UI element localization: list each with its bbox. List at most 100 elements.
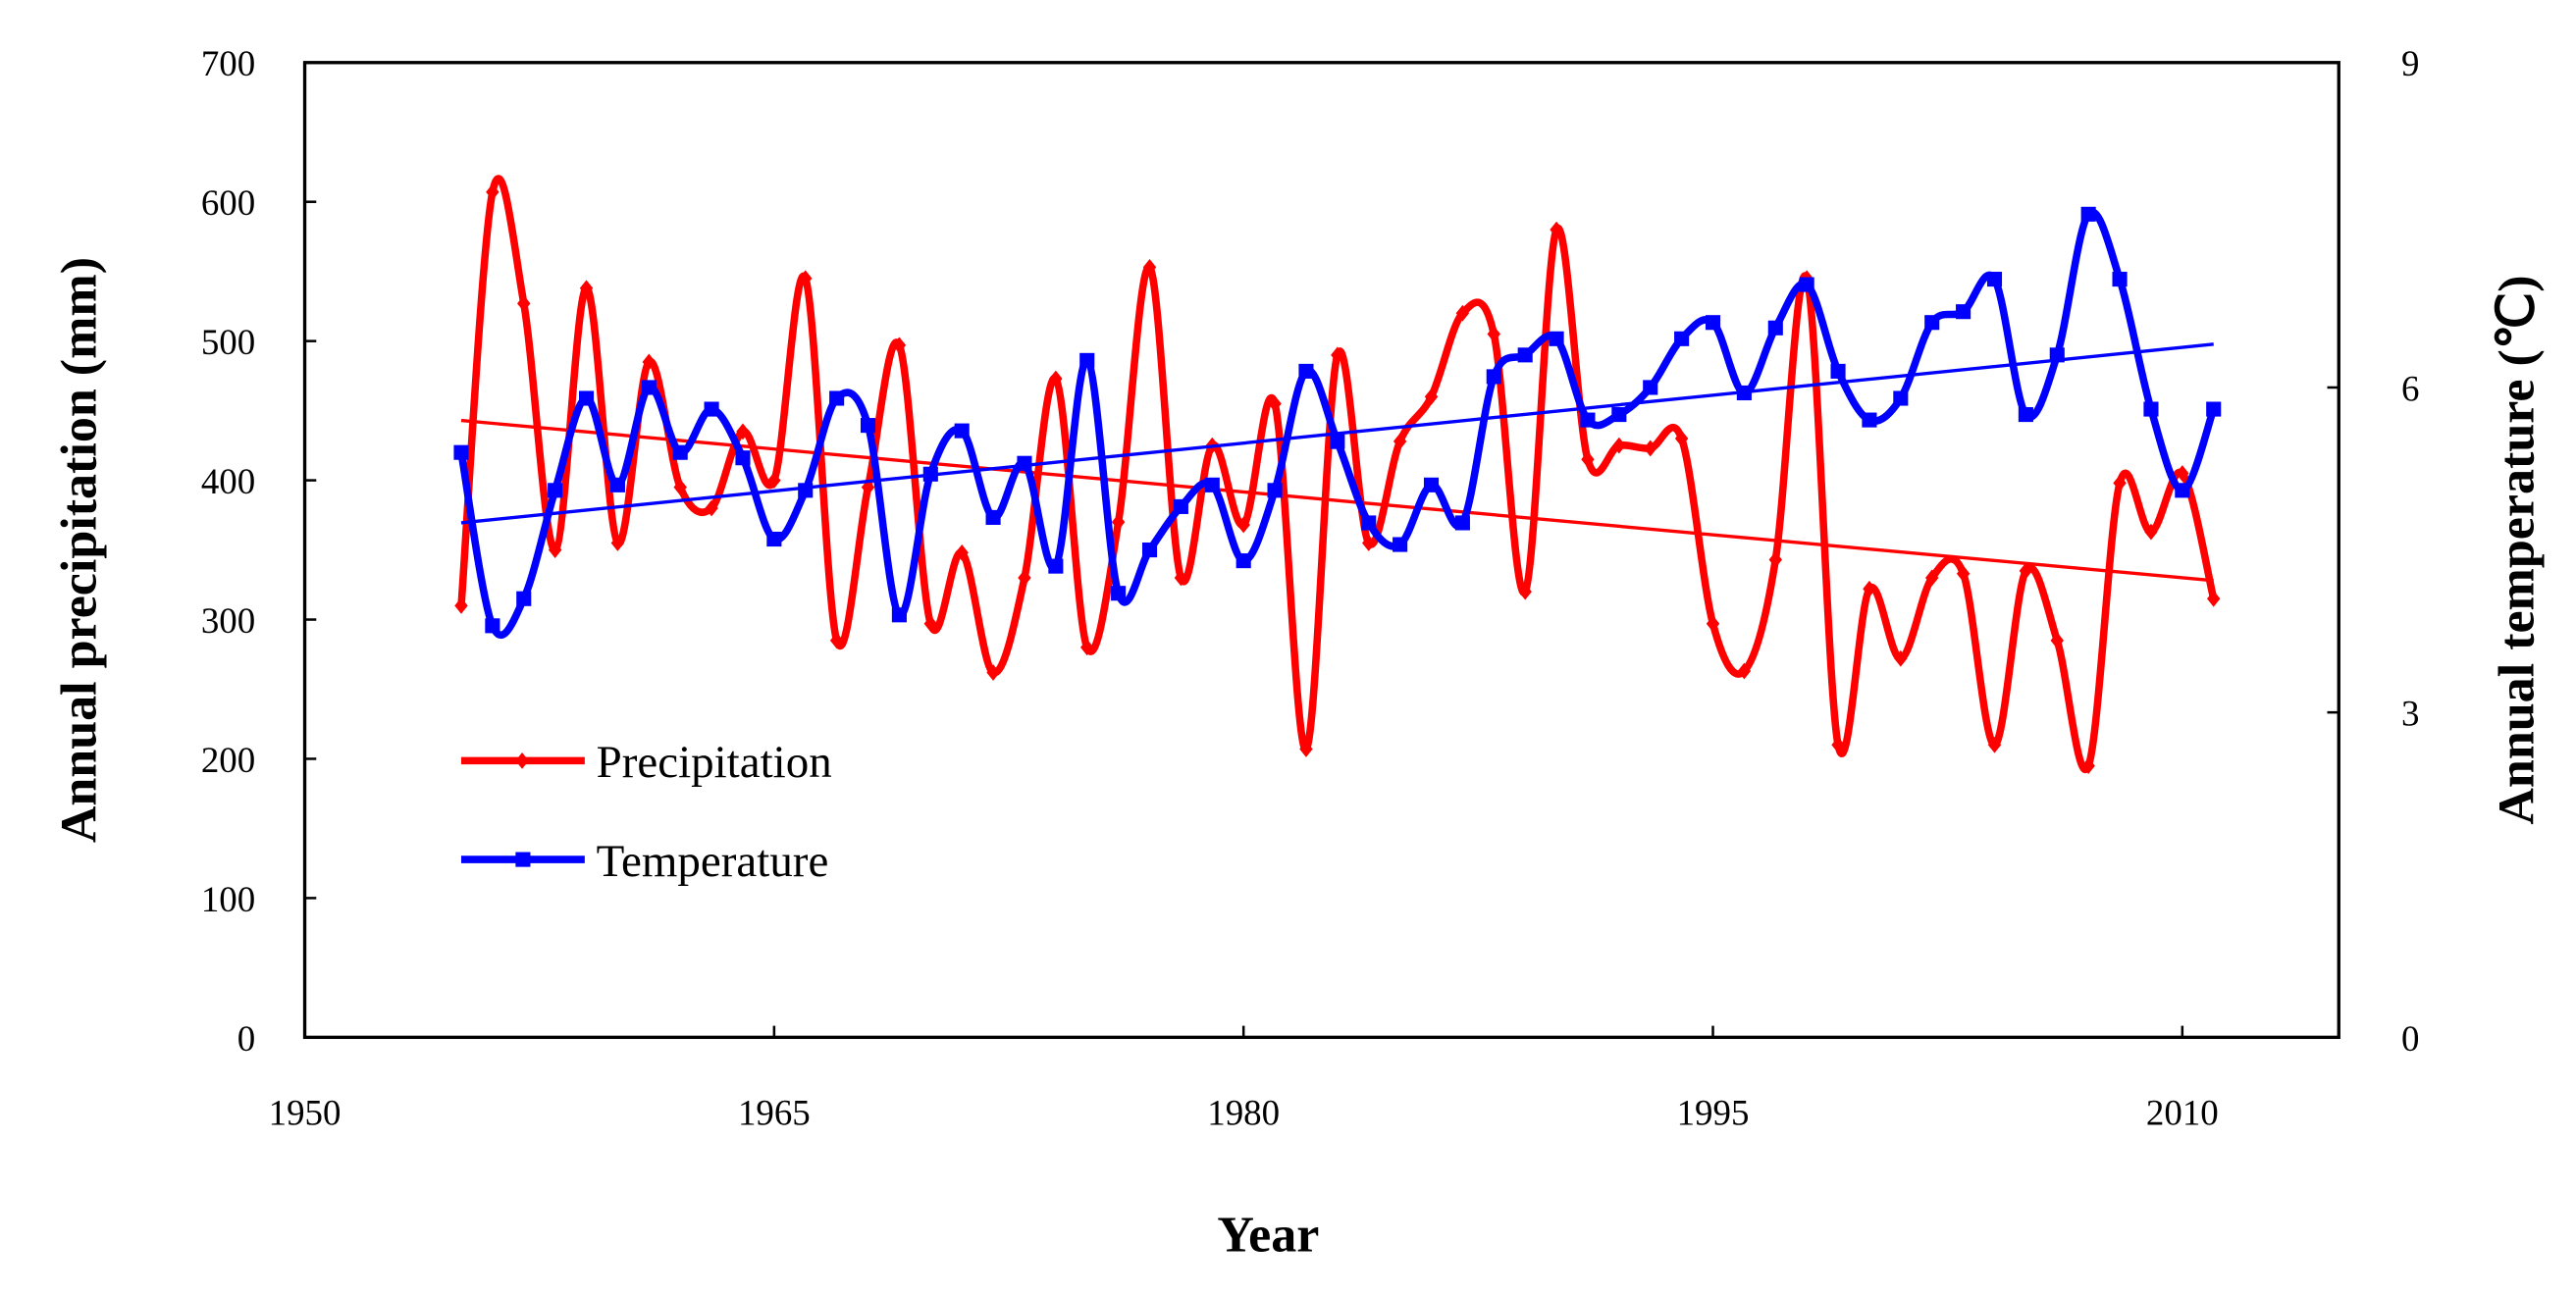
y-tick-label: 600 (201, 182, 255, 223)
marker (799, 270, 813, 287)
marker (1644, 440, 1657, 457)
y-axis-label: Annual precipitation (mm) (51, 257, 107, 843)
y2-tick-label: 9 (2401, 43, 2419, 83)
x-tick-label: 1965 (738, 1092, 811, 1132)
marker (642, 353, 657, 371)
legend-label: Temperature (597, 836, 829, 887)
marker (485, 618, 500, 634)
marker (2143, 401, 2159, 417)
marker (1987, 736, 2002, 753)
series-line (457, 208, 2218, 639)
x-tick-label: 1995 (1677, 1092, 1750, 1132)
marker (2080, 206, 2096, 222)
marker (1174, 569, 1188, 587)
marker (453, 444, 469, 460)
y-tick-label: 100 (201, 879, 255, 919)
marker (798, 483, 814, 498)
marker (1017, 455, 1032, 471)
marker (516, 591, 532, 606)
marker (704, 401, 719, 417)
marker (735, 450, 751, 466)
marker (1393, 537, 1408, 552)
y2-axis-label: Annual temperature (℃) (2489, 275, 2545, 824)
y-tick-label: 500 (201, 322, 255, 362)
marker (1487, 326, 1501, 342)
y-tick-label: 700 (201, 43, 255, 83)
marker (2206, 401, 2222, 417)
marker (736, 423, 750, 440)
marker (1643, 380, 1658, 395)
y-tick-label: 0 (237, 1018, 255, 1059)
marker (892, 337, 907, 354)
marker (1862, 412, 1877, 428)
marker (1204, 477, 1220, 492)
marker (609, 477, 625, 492)
marker (641, 380, 657, 395)
marker (2175, 483, 2190, 498)
marker (2049, 347, 2065, 363)
marker (766, 531, 782, 547)
marker (1299, 741, 1313, 757)
marker (1049, 370, 1063, 388)
legend-marker (515, 852, 531, 867)
marker (1331, 346, 1344, 364)
marker (1549, 331, 1564, 346)
marker (1581, 450, 1595, 468)
marker (1893, 390, 1909, 406)
marker (986, 664, 1000, 681)
marker (1141, 543, 1158, 558)
marker (1111, 586, 1127, 601)
marker (1517, 347, 1533, 363)
marker (454, 596, 468, 614)
marker (673, 479, 687, 496)
marker (1079, 352, 1095, 368)
marker (1580, 412, 1596, 428)
marker (829, 390, 845, 406)
x-axis-label: Year (1217, 1208, 1319, 1264)
marker (2207, 590, 2221, 607)
legend-label: Precipitation (597, 737, 832, 788)
y-tick-label: 200 (201, 740, 255, 780)
marker (1486, 369, 1501, 385)
marker (1768, 551, 1782, 568)
marker (1173, 498, 1188, 514)
marker (2113, 475, 2127, 492)
y-tick-label: 400 (201, 461, 255, 501)
marker (1925, 569, 1939, 587)
y-tick-label: 300 (201, 600, 255, 641)
y2-tick-label: 3 (2401, 694, 2419, 734)
marker (1048, 558, 1064, 574)
marker (578, 390, 595, 406)
x-tick-label: 2010 (2146, 1092, 2219, 1132)
marker (1612, 437, 1626, 454)
marker (954, 423, 970, 439)
marker (860, 418, 876, 434)
marker (672, 444, 688, 460)
legend-marker (515, 751, 529, 769)
marker (1267, 483, 1283, 498)
plot-frame (302, 61, 2340, 1040)
y2-tick-label: 6 (2401, 368, 2419, 408)
marker (2050, 632, 2064, 649)
marker (1863, 580, 1876, 597)
marker (2144, 523, 2158, 541)
marker (1705, 315, 1721, 331)
marker (922, 466, 938, 482)
x-tick-label: 1980 (1207, 1092, 1280, 1132)
marker (1799, 277, 1814, 292)
marker (1455, 304, 1470, 322)
marker (1424, 388, 1439, 405)
marker (1330, 434, 1345, 449)
marker (1361, 515, 1377, 531)
marker (1956, 304, 1971, 320)
marker (1268, 395, 1282, 412)
marker (1956, 565, 1971, 583)
marker (891, 607, 907, 623)
marker (1830, 363, 1846, 379)
marker (1611, 407, 1627, 423)
x-tick-label: 1950 (269, 1092, 342, 1132)
marker (1080, 639, 1094, 656)
marker (955, 544, 969, 561)
marker (2018, 407, 2033, 423)
